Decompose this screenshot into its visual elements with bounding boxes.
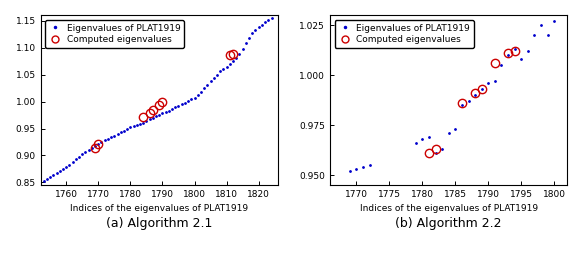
X-axis label: Indices of the eigenvalues of PLAT1919: Indices of the eigenvalues of PLAT1919	[360, 205, 538, 214]
X-axis label: Indices of the eigenvalues of PLAT1919: Indices of the eigenvalues of PLAT1919	[70, 205, 248, 214]
Text: (a) Algorithm 2.1: (a) Algorithm 2.1	[106, 217, 212, 230]
Legend: Eigenvalues of PLAT1919, Computed eigenvalues: Eigenvalues of PLAT1919, Computed eigenv…	[335, 20, 474, 48]
Legend: Eigenvalues of PLAT1919, Computed eigenvalues: Eigenvalues of PLAT1919, Computed eigenv…	[45, 20, 184, 48]
Text: (b) Algorithm 2.2: (b) Algorithm 2.2	[395, 217, 502, 230]
